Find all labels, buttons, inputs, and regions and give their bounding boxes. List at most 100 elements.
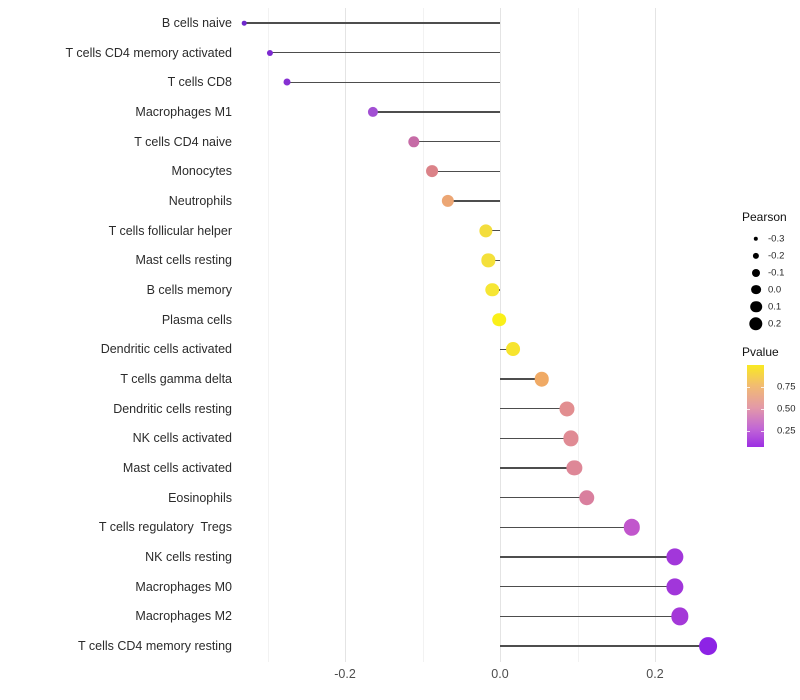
gridline (500, 8, 501, 662)
row-label: Macrophages M1 (135, 105, 232, 119)
row-label: T cells CD4 memory activated (65, 45, 233, 60)
gridline (577, 8, 579, 662)
lollipop-stem (244, 22, 500, 24)
lollipop-stem (500, 526, 632, 529)
lollipop-dot (671, 607, 689, 625)
row-label: Neutrophils (168, 194, 232, 208)
gridline (655, 8, 656, 662)
legend-size-label: 0.2 (768, 318, 782, 329)
legend-size-label: 0.0 (768, 284, 782, 295)
lollipop-dot (623, 519, 640, 536)
row-label: T cells CD4 memory resting (78, 639, 232, 653)
row-label: Macrophages M2 (135, 609, 232, 624)
colorbar-tick (761, 431, 764, 433)
legend-size-label: 0.1 (768, 301, 782, 312)
lollipop-stem (431, 170, 500, 173)
lollipop-dot (425, 165, 438, 178)
lollipop-dot (479, 224, 493, 238)
lollipop-dot (579, 489, 595, 506)
row-label: T cells regulatory Tregs (98, 520, 232, 535)
lollipop-stem (500, 378, 542, 380)
gridline (345, 8, 346, 662)
lollipop-dot (666, 548, 684, 566)
lollipop-dot (492, 312, 507, 327)
lollipop-dot (481, 253, 496, 267)
lollipop-stem (372, 111, 500, 113)
legend-size-entry: -0.2 (742, 247, 787, 264)
row-label: T cells gamma delta (120, 372, 232, 386)
row-label: NK cells activated (132, 431, 232, 446)
lollipop-dot (559, 401, 575, 417)
lollipop-dot (283, 78, 291, 86)
lollipop-stem (286, 81, 500, 84)
lollipop-dot (698, 637, 717, 655)
row-label: T cells follicular helper (108, 223, 232, 238)
lollipop-dot (241, 20, 247, 26)
x-tick-label: 0.0 (491, 667, 509, 681)
lollipop-dot (408, 135, 420, 148)
lollipop-stem (500, 407, 567, 410)
lollipop-stem (500, 645, 708, 647)
row-label: Mast cells resting (135, 253, 232, 268)
x-tick-label: 0.2 (646, 667, 664, 681)
lollipop-dot (367, 106, 378, 118)
legend-size-dot (752, 268, 760, 277)
row-label: NK cells resting (145, 550, 232, 564)
lollipop-dot (266, 49, 273, 56)
gridline (422, 8, 424, 662)
lollipop-dot (441, 194, 455, 208)
legend-pvalue-title: Pvalue (742, 345, 779, 359)
row-label: T cells CD8 (167, 75, 232, 90)
lollipop-dot (666, 578, 684, 596)
row-label: B cells naive (161, 16, 232, 30)
row-label: B cells memory (146, 283, 232, 297)
legend-size-entry: 0.1 (742, 298, 787, 315)
row-label: Monocytes (171, 164, 232, 179)
legend-size-label: -0.2 (768, 250, 785, 261)
lollipop-stem (269, 51, 500, 54)
row-label: Plasma cells (161, 312, 232, 327)
legend-size-label: -0.3 (768, 233, 785, 244)
x-tick-label: -0.2 (334, 667, 356, 681)
legend-pearson: Pearson -0.3 -0.2 -0.1 0.0 0.1 0.2 (742, 210, 787, 332)
row-label: Dendritic cells resting (113, 401, 232, 416)
lollipop-stem (486, 229, 500, 232)
lollipop-stem (500, 615, 680, 618)
legend-size-entry: 0.2 (742, 315, 787, 332)
legend-size-dot (750, 300, 762, 313)
colorbar-tick-label: 0.75 (777, 381, 796, 393)
legend-size-dot (752, 252, 760, 259)
lollipop-stem (413, 140, 500, 143)
colorbar-tick-label: 0.25 (777, 425, 796, 437)
legend-pearson-entries: -0.3 -0.2 -0.1 0.0 0.1 0.2 (742, 230, 787, 332)
row-label: T cells CD4 naive (134, 134, 232, 149)
colorbar-tick (761, 409, 764, 411)
colorbar-tick (747, 387, 750, 389)
legend-size-dot (753, 236, 759, 241)
legend-pvalue: Pvalue 0.75 0.50 0.25 (742, 345, 796, 447)
row-label: Macrophages M0 (135, 579, 232, 594)
lollipop-stem (500, 467, 575, 469)
lollipop-stem (500, 585, 676, 588)
legend-pearson-title: Pearson (742, 210, 787, 224)
colorbar-tick (761, 387, 764, 389)
lollipop-dot (506, 342, 521, 357)
gridline (267, 8, 269, 662)
legend-size-entry: 0.0 (742, 281, 787, 298)
row-label: Mast cells activated (122, 461, 232, 475)
lollipop-stem (500, 496, 587, 499)
colorbar-tick (747, 409, 750, 411)
row-label: Dendritic cells activated (100, 342, 232, 357)
lollipop-stem (500, 437, 572, 440)
row-label: Eosinophils (168, 490, 232, 505)
lollipop-dot (534, 371, 550, 387)
legend-size-dot (751, 284, 761, 295)
legend-size-entry: -0.3 (742, 230, 787, 247)
lollipop-dot (563, 430, 579, 446)
pvalue-colorbar: 0.75 0.50 0.25 (747, 365, 796, 447)
legend-size-label: -0.1 (768, 267, 785, 278)
colorbar-tick (747, 431, 750, 433)
lollipop-dot (485, 283, 499, 297)
legend-size-dot (749, 316, 763, 331)
